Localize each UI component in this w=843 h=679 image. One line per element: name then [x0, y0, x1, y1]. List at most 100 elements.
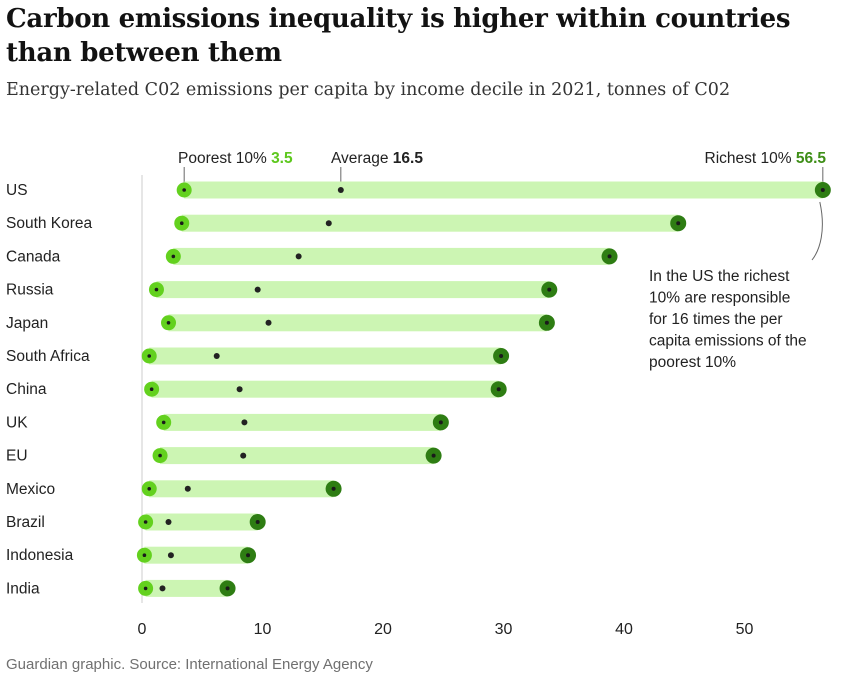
richest-dot-center — [431, 453, 436, 458]
annotation-line: In the US the richest — [649, 268, 790, 285]
richest-dot-center — [607, 254, 612, 259]
x-tick-label: 20 — [374, 621, 392, 638]
legend-poorest-value: 3.5 — [271, 150, 293, 167]
average-dot — [240, 452, 247, 459]
row-us: US — [6, 181, 831, 199]
row-south-africa: South Africa — [6, 347, 510, 365]
poorest-dot-center — [142, 553, 147, 557]
range-bar — [144, 546, 249, 564]
poorest-dot-center — [171, 254, 176, 259]
poorest-dot-center — [161, 420, 166, 425]
category-label: EU — [6, 448, 28, 465]
poorest-dot-center — [143, 520, 148, 524]
richest-dot-center — [331, 486, 336, 491]
richest-dot-center — [544, 320, 549, 325]
range-bar — [149, 347, 502, 365]
category-label: Mexico — [6, 481, 55, 498]
x-tick-label: 0 — [138, 621, 147, 638]
poorest-dot-center — [179, 221, 184, 225]
average-dot — [241, 419, 248, 426]
category-label: Indonesia — [6, 547, 74, 564]
average-dot — [184, 485, 191, 492]
chart-title: Carbon emissions inequality is higher wi… — [6, 4, 791, 68]
legend-richest-label: Richest 10% — [705, 150, 796, 167]
range-bar — [151, 380, 499, 398]
richest-dot-center — [246, 553, 251, 558]
average-dot — [254, 286, 261, 293]
poorest-dot-center — [158, 453, 162, 458]
range-bar — [168, 314, 547, 332]
poorest-dot-center — [147, 487, 152, 491]
category-label: South Korea — [6, 215, 93, 232]
average-dot — [165, 519, 172, 525]
average-dot — [167, 552, 174, 559]
poorest-dot-center — [147, 354, 152, 358]
legend-richest: Richest 10% 56.5 — [705, 150, 827, 167]
average-dot — [337, 187, 344, 193]
range-bar — [145, 579, 228, 597]
richest-dot-center — [820, 188, 825, 192]
range-bar — [173, 247, 610, 265]
row-eu: EU — [6, 447, 442, 465]
category-label: China — [6, 381, 47, 398]
average-dot — [213, 353, 220, 359]
annotation-line: for 16 times the per — [649, 311, 783, 328]
richest-dot-center — [547, 287, 552, 292]
category-label: India — [6, 580, 40, 597]
legend-poorest-label: Poorest 10% — [178, 150, 271, 167]
legend-average-value: 16.5 — [393, 150, 424, 167]
x-tick-label: 10 — [254, 621, 272, 638]
richest-dot-center — [499, 354, 504, 358]
poorest-dot-center — [149, 387, 154, 392]
row-russia: Russia — [6, 281, 558, 299]
row-brazil: Brazil — [6, 513, 266, 531]
legend-average: Average 16.5 — [331, 150, 423, 167]
category-label: US — [6, 182, 28, 199]
x-tick-label: 50 — [736, 621, 754, 638]
richest-dot-center — [255, 520, 260, 524]
x-tick-label: 30 — [495, 621, 513, 638]
range-bar — [145, 513, 258, 531]
row-india: India — [6, 579, 236, 597]
row-china: China — [6, 380, 507, 398]
richest-dot-center — [438, 420, 443, 425]
poorest-dot-center — [182, 188, 186, 192]
row-indonesia: Indonesia — [6, 546, 257, 564]
category-label: Japan — [6, 315, 48, 332]
annotation-line: capita emissions of the — [649, 333, 807, 350]
row-south-korea: South Korea — [6, 214, 687, 232]
range-bar — [181, 214, 679, 232]
annotation-line: 10% are responsible — [649, 290, 790, 307]
poorest-dot-center — [166, 321, 171, 325]
range-bar — [149, 480, 334, 498]
range-bar — [163, 413, 441, 431]
range-bar — [160, 447, 434, 465]
poorest-dot-center — [154, 287, 159, 292]
category-label: Brazil — [6, 514, 45, 531]
poorest-dot-center — [143, 586, 148, 591]
category-label: UK — [6, 414, 28, 431]
annotation-leader-line — [811, 201, 823, 261]
average-dot — [265, 319, 272, 326]
source-note: Guardian graphic. Source: International … — [6, 656, 373, 673]
row-mexico: Mexico — [6, 480, 342, 498]
average-dot — [325, 220, 332, 227]
legend-average-label: Average — [331, 150, 393, 167]
annotation-line: poorest 10% — [649, 354, 736, 371]
x-tick-label: 40 — [615, 621, 633, 638]
average-dot — [295, 253, 302, 260]
average-dot — [159, 585, 166, 592]
category-label: South Africa — [6, 348, 90, 365]
row-uk: UK — [6, 413, 449, 431]
richest-dot-center — [496, 387, 501, 392]
category-label: Russia — [6, 282, 54, 299]
row-japan: Japan — [6, 314, 555, 332]
row-canada: Canada — [6, 247, 618, 265]
richest-dot-center — [676, 221, 681, 226]
average-dot — [236, 386, 243, 393]
range-bar — [156, 281, 550, 299]
legend-poorest: Poorest 10% 3.5 — [178, 150, 293, 167]
range-bar — [184, 181, 823, 199]
richest-dot-center — [225, 586, 230, 591]
